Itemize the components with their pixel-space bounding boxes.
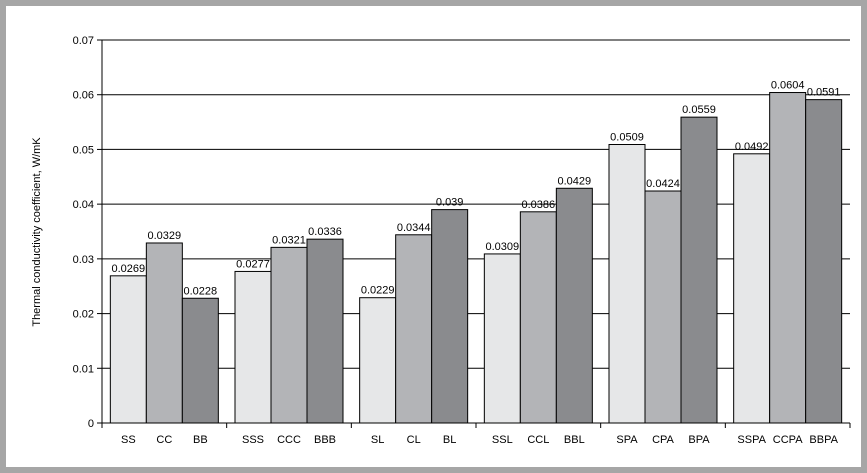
x-tick-label: SS [121,434,136,446]
x-tick-label: BBL [564,434,585,446]
bar [109,275,147,424]
bar [608,144,646,424]
bar-value-label: 0.0344 [397,222,431,234]
bar [234,270,272,424]
bar-value-label: 0.0591 [807,87,841,99]
y-axis-label: Thermal conductivity coefficient, W/mK [31,137,43,327]
bar [270,246,308,424]
bar-value-label: 0.0329 [148,230,182,242]
y-tick-label: 0.05 [73,144,94,156]
bar-value-label: 0.0604 [771,80,805,92]
x-tick-label: BB [193,434,208,446]
y-tick-label: 0.02 [73,309,94,321]
y-tick-label: 0.04 [73,199,94,211]
axes [97,39,851,428]
bar-value-label: 0.0336 [308,226,342,238]
x-tick-label: CCPA [773,434,803,446]
bar-value-label: 0.0277 [236,258,270,270]
labels: 0 0.01 0.02 0.03 0.04 0.05 0.06 0.07 0.0269 SS 0.0… [73,35,841,446]
bar [359,297,397,424]
x-tick-label: CL [407,434,421,446]
bar [181,297,219,424]
y-tick-label: 0 [88,418,94,430]
bar [733,153,771,424]
bar-value-label: 0.0228 [184,285,218,297]
bars [109,92,843,424]
y-tick-label: 0.06 [73,90,94,102]
bar [519,211,557,424]
x-tick-label: CCL [527,434,549,446]
bar-value-label: 0.039 [436,197,464,209]
bar [555,187,593,424]
bar-value-label: 0.0386 [522,199,556,211]
bar-value-label: 0.0321 [272,234,306,246]
bar [769,92,807,424]
x-tick-label: CCC [277,434,301,446]
y-tick-label: 0.03 [73,254,94,266]
bar-value-label: 0.0309 [486,241,520,253]
bar-value-label: 0.0429 [558,175,592,187]
bar [483,253,521,424]
bar [644,190,682,424]
x-tick-label: SSL [492,434,513,446]
bar-value-label: 0.0229 [361,285,395,297]
x-tick-label: CC [156,434,172,446]
bar [805,99,843,424]
y-tick-label: 0.07 [73,35,94,47]
x-tick-label: BBB [314,434,336,446]
y-tick-label: 0.01 [73,363,94,375]
bar-value-label: 0.0269 [112,263,146,275]
bar [431,209,469,424]
bar [395,234,433,424]
bar [306,238,344,424]
bar-value-label: 0.0559 [682,104,716,116]
x-tick-label: BPA [688,434,710,446]
bar [145,242,183,424]
grid-lines [102,39,850,369]
bar-value-label: 0.0492 [735,141,769,153]
x-tick-label: BBPA [809,434,838,446]
bar-value-label: 0.0509 [610,132,644,144]
x-tick-label: SSPA [737,434,766,446]
bar [680,116,718,424]
x-tick-label: SL [371,434,384,446]
x-tick-label: SSS [242,434,264,446]
bar-value-label: 0.0424 [646,178,680,190]
x-tick-label: BL [443,434,456,446]
x-tick-label: SPA [616,434,638,446]
x-tick-label: CPA [652,434,674,446]
